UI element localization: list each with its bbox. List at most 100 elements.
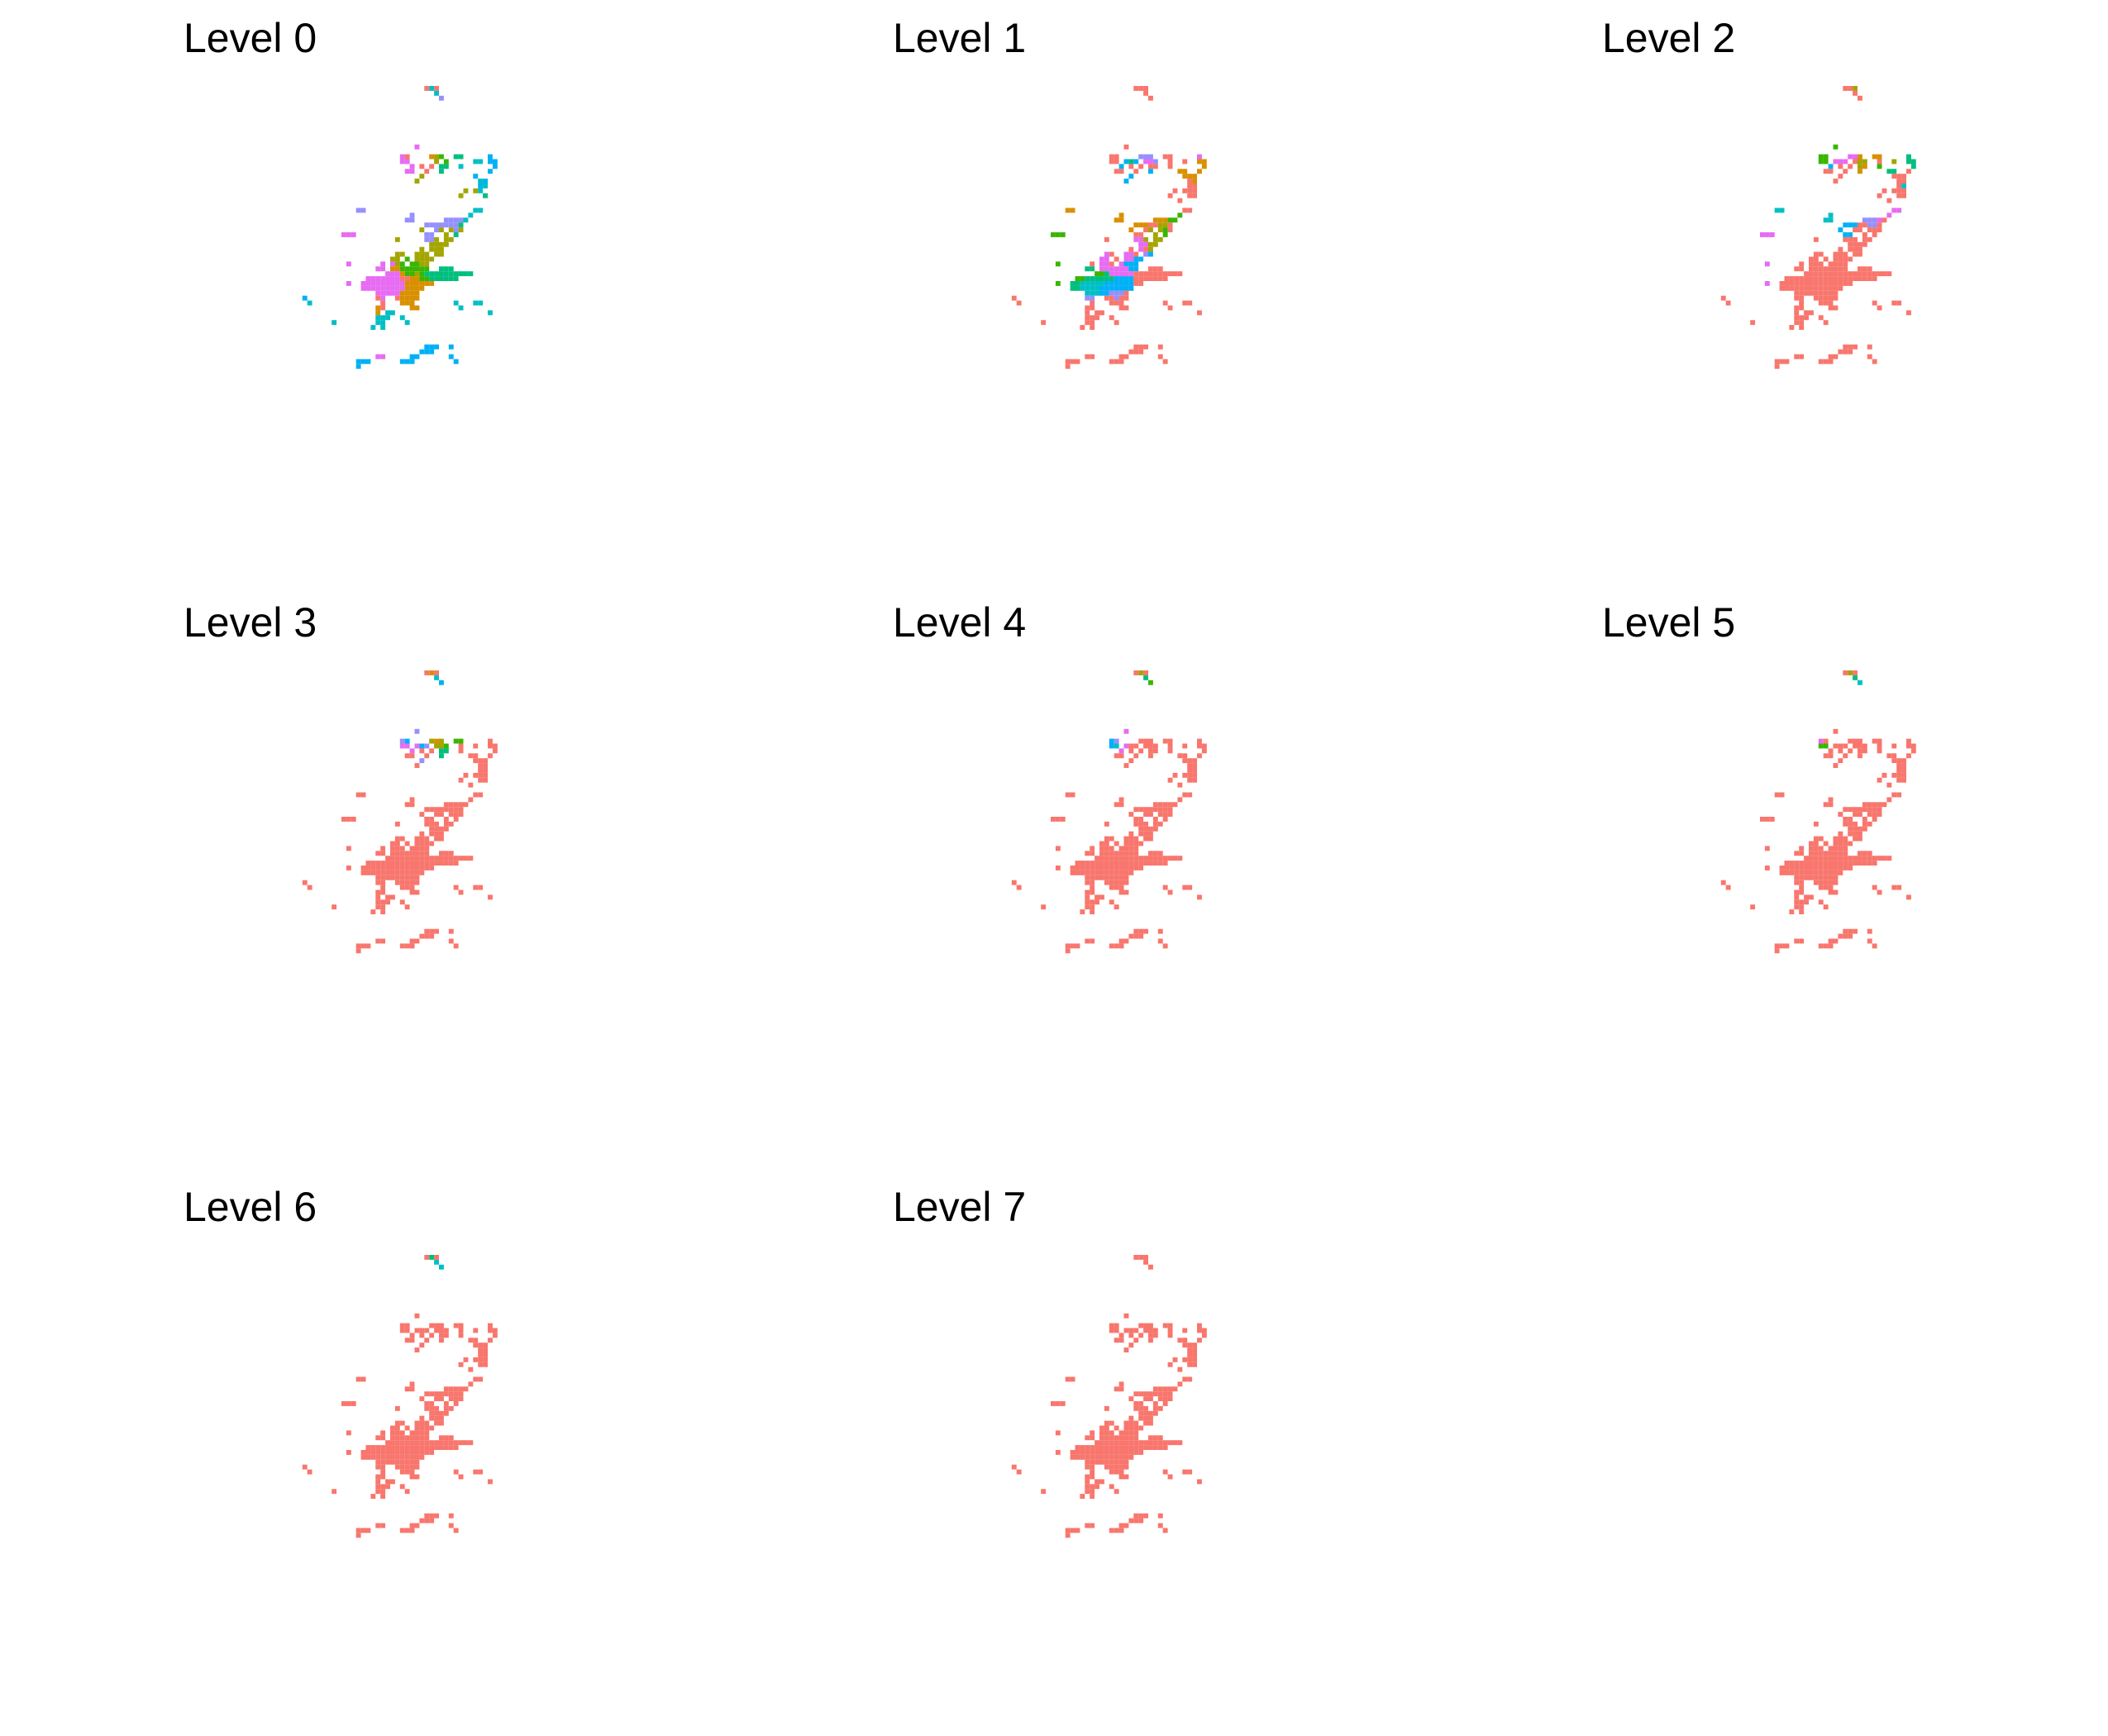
grid-cell: [1085, 276, 1090, 281]
grid-cell: [404, 300, 410, 306]
grid-cell: [1143, 241, 1148, 247]
grid-cell: [1148, 1391, 1153, 1397]
grid-cell: [1182, 1343, 1188, 1348]
grid-cell: [443, 748, 449, 754]
grid-cell: [390, 281, 395, 286]
grid-cell: [1109, 281, 1114, 286]
grid-cell: [1104, 236, 1109, 242]
grid-cell: [1118, 276, 1124, 281]
grid-cell: [1099, 856, 1104, 861]
grid-cell: [331, 1489, 337, 1495]
grid-cell: [380, 315, 386, 321]
grid-cell: [390, 851, 395, 856]
grid-cell: [458, 812, 464, 817]
grid-cell: [458, 1391, 464, 1397]
grid-cell: [429, 831, 435, 837]
grid-cell: [1197, 1323, 1202, 1328]
grid-cell: [448, 1523, 454, 1529]
grid-cell: [1182, 188, 1188, 193]
grid-cell: [1162, 227, 1168, 232]
grid-cell: [1114, 861, 1119, 866]
grid-cell: [1764, 281, 1770, 286]
grid-cell: [424, 1440, 430, 1446]
grid-cell: [1881, 217, 1887, 223]
grid-cell: [370, 285, 376, 291]
panel-title: Level 7: [893, 1184, 1026, 1230]
grid-cell: [399, 251, 405, 257]
grid-cell: [1804, 276, 1809, 281]
grid-cell: [390, 861, 395, 866]
grid-cell: [399, 851, 405, 856]
grid-cell: [1828, 164, 1834, 169]
grid-cell: [1848, 349, 1853, 355]
grid-cell: [1148, 95, 1153, 101]
grid-cell: [1872, 222, 1877, 228]
grid-cell: [1192, 184, 1197, 188]
grid-cell: [1099, 290, 1104, 296]
grid-cell: [1143, 675, 1148, 680]
grid-cell: [1867, 276, 1872, 281]
grid-cell: [394, 295, 400, 301]
grid-cell: [1853, 928, 1858, 934]
grid-cell: [1853, 154, 1858, 160]
grid-cell: [1881, 772, 1887, 778]
grid-cell: [1099, 310, 1104, 316]
grid-cell: [1779, 866, 1785, 870]
grid-cell: [1085, 315, 1090, 321]
grid-cell: [1910, 743, 1916, 749]
grid-cell: [439, 271, 444, 277]
grid-cell: [1118, 164, 1124, 169]
grid-cell: [1099, 285, 1104, 291]
grid-cell: [1789, 861, 1795, 866]
grid-cell: [429, 807, 435, 813]
grid-cell: [390, 870, 395, 875]
grid-cell: [1833, 861, 1839, 866]
grid-cell: [1833, 763, 1839, 768]
grid-cell: [1843, 266, 1848, 272]
grid-cell: [448, 1435, 454, 1441]
grid-cell: [1085, 1484, 1090, 1490]
grid-cell: [1167, 1328, 1173, 1333]
grid-cell: [1152, 241, 1158, 247]
grid-cell: [360, 207, 366, 213]
grid-cell: [409, 285, 415, 291]
grid-cell: [483, 1362, 488, 1367]
grid-cell: [404, 1528, 410, 1533]
grid-cell: [1080, 1450, 1085, 1455]
grid-cell: [1099, 875, 1104, 880]
grid-cell: [404, 1445, 410, 1450]
grid-cell: [1813, 251, 1819, 257]
grid-cell: [302, 1464, 308, 1470]
grid-cell: [1872, 359, 1877, 365]
grid-cell: [1109, 1528, 1114, 1533]
grid-cell: [434, 1405, 439, 1411]
grid-cell: [434, 251, 439, 257]
grid-cell: [380, 880, 386, 885]
grid-cell: [1114, 875, 1119, 880]
grid-cell: [1813, 271, 1819, 277]
grid-cell: [478, 763, 484, 768]
grid-cell: [1157, 1523, 1163, 1529]
grid-cell: [1809, 866, 1814, 870]
grid-cell: [1858, 856, 1862, 861]
grid-cell: [1886, 856, 1892, 861]
grid-cell: [1799, 325, 1805, 330]
grid-cell: [1794, 889, 1800, 895]
grid-cell: [1109, 1464, 1114, 1470]
grid-cell: [1080, 870, 1085, 875]
grid-cell: [1109, 295, 1114, 301]
grid-cell: [394, 861, 400, 866]
grid-cell: [1090, 1494, 1095, 1499]
grid-cell: [453, 154, 459, 160]
grid-cell: [404, 856, 410, 861]
grid-cell: [1114, 266, 1119, 272]
grid-cell: [1090, 875, 1095, 880]
grid-cell: [1187, 777, 1193, 783]
grid-cell: [1128, 1450, 1134, 1455]
grid-cell: [1143, 738, 1148, 744]
grid-cell: [1843, 349, 1848, 355]
grid-cell: [370, 1494, 376, 1499]
grid-cell: [1118, 217, 1124, 223]
grid-cell: [443, 1386, 449, 1392]
